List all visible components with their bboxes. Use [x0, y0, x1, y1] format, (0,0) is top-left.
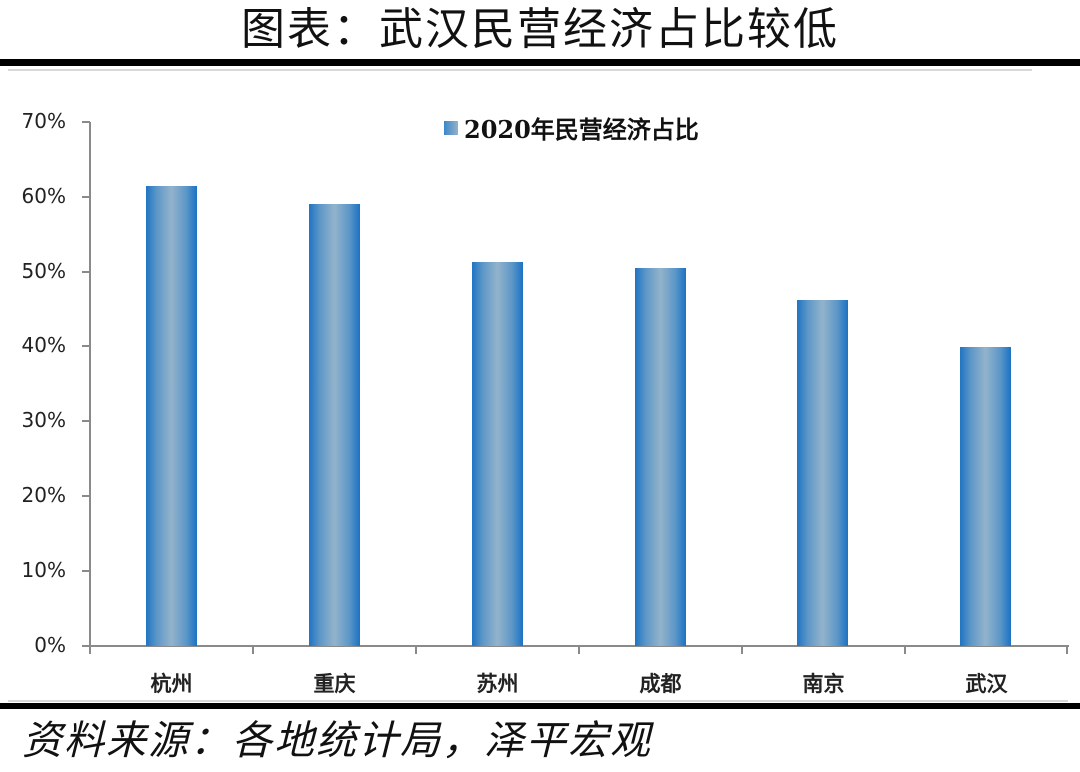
y-tick [82, 495, 90, 497]
y-tick-label: 20% [21, 483, 66, 507]
y-tick [82, 196, 90, 198]
y-tick-label: 0% [34, 633, 66, 657]
x-tick [741, 646, 743, 654]
x-tick [415, 646, 417, 654]
x-category-label: 南京 [802, 671, 845, 696]
top-rule [0, 59, 1080, 66]
x-tick [904, 646, 906, 654]
y-tick-label: 70% [21, 109, 66, 133]
x-tick [252, 646, 254, 654]
y-tick [82, 645, 90, 647]
y-tick-label: 30% [21, 408, 66, 432]
bar-chengdu [635, 268, 686, 646]
y-tick-label: 50% [21, 259, 66, 283]
x-tick [89, 646, 91, 654]
y-tick [82, 420, 90, 422]
x-tick [1066, 646, 1068, 654]
x-category-label: 重庆 [313, 671, 356, 696]
x-category-label: 武汉 [965, 671, 1008, 696]
x-category-label: 杭州 [150, 671, 193, 696]
y-tick [82, 570, 90, 572]
y-axis [89, 122, 91, 647]
x-category-label: 成都 [639, 671, 682, 696]
y-tick-label: 10% [21, 558, 66, 582]
bar-chongqing [309, 203, 360, 646]
legend: 2020年民营经济占比 [444, 110, 699, 145]
bar-chart: 2020年民营经济占比 0% 10% 20% 30% 40% 50% 60% 7… [0, 80, 1080, 700]
x-tick [578, 646, 580, 654]
chart-title: 图表：武汉民营经济占比较低 [241, 4, 839, 55]
bar-nanjing [797, 300, 848, 646]
legend-label: 2020年民营经济占比 [464, 115, 699, 144]
bar-suzhou [472, 262, 523, 646]
y-tick-label: 40% [21, 333, 66, 357]
top-rule-shadow [8, 69, 1032, 71]
y-tick-label: 60% [21, 184, 66, 208]
bar-hangzhou [146, 186, 197, 646]
y-tick [82, 271, 90, 273]
y-tick [82, 121, 90, 123]
x-category-label: 苏州 [476, 671, 519, 696]
y-tick [82, 345, 90, 347]
bottom-rule [0, 703, 1080, 709]
source-note: 资料来源：各地统计局，泽平宏观 [22, 718, 652, 764]
bar-wuhan [960, 346, 1011, 646]
bottom-rule-shadow [8, 700, 1068, 702]
legend-swatch-icon [444, 120, 458, 135]
